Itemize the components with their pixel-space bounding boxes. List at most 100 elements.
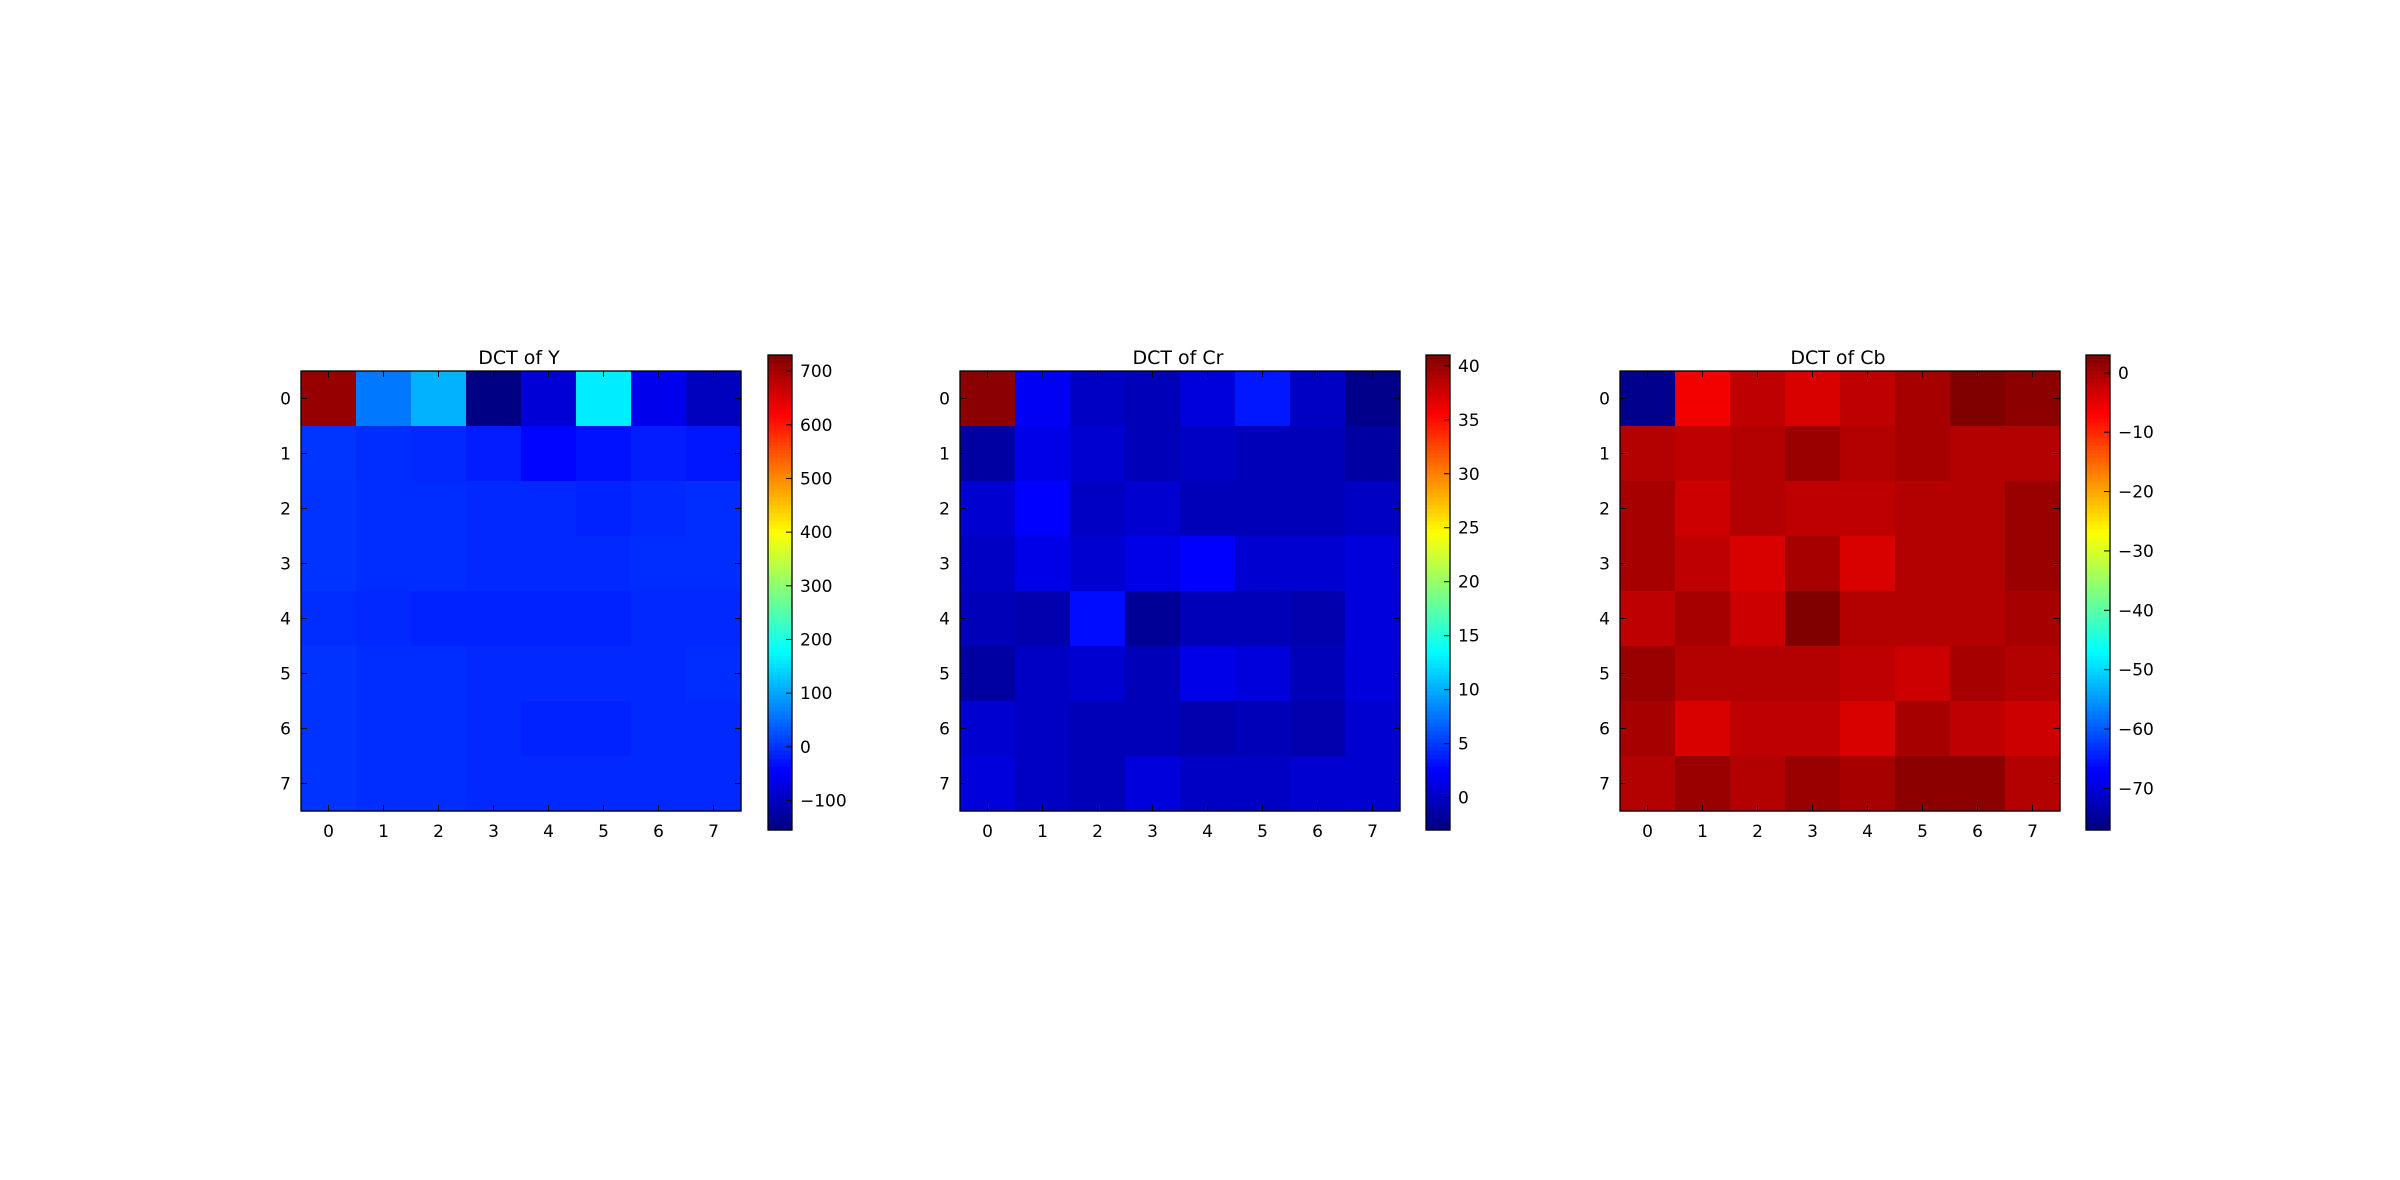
colorbar-segment — [1426, 588, 1450, 594]
colorbar-segment — [1426, 580, 1450, 586]
colorbar-segment — [1426, 473, 1450, 479]
heatmap-cell — [631, 371, 687, 427]
heatmap-frame — [1619, 370, 2061, 812]
heatmap-cell — [1070, 701, 1126, 757]
heatmap-cell — [1125, 591, 1181, 647]
y-tick-label: 0 — [939, 390, 950, 410]
colorbar-segment — [2086, 659, 2110, 665]
colorbar-segment — [768, 521, 792, 526]
colorbar-segment — [2086, 576, 2110, 582]
colorbar-segment — [768, 719, 792, 724]
x-tick-label: 2 — [433, 822, 444, 842]
colorbar-segment — [768, 537, 792, 542]
colorbar-segment — [2086, 628, 2110, 633]
colorbar-segment — [1426, 489, 1450, 495]
colorbar-segment — [2086, 742, 2110, 748]
heatmap-cell — [1125, 536, 1181, 592]
colorbar-tick-label: 500 — [800, 469, 832, 489]
colorbar-segment — [768, 731, 792, 736]
colorbar-segment — [1426, 719, 1450, 724]
heatmap-cell — [1675, 756, 1731, 812]
colorbar-segment — [768, 493, 792, 499]
x-tick-label: 0 — [982, 822, 993, 842]
heatmap-cell — [576, 591, 632, 647]
y-tick-label: 7 — [280, 775, 291, 795]
colorbar-segment — [2086, 541, 2110, 546]
colorbar-segment — [2086, 489, 2110, 495]
heatmap-cell — [1235, 756, 1291, 812]
heatmap-cell — [2005, 646, 2061, 702]
y-tick-label: 6 — [1599, 720, 1610, 740]
colorbar-segment — [768, 675, 792, 681]
colorbar-segment — [768, 525, 792, 530]
colorbar-segment — [2086, 643, 2110, 649]
colorbar-segment — [1426, 576, 1450, 582]
colorbar-segment — [1426, 798, 1450, 803]
heatmap-cell — [1125, 701, 1181, 757]
colorbar-segment — [1426, 786, 1450, 792]
heatmap-cell — [1345, 481, 1401, 537]
colorbar-segment — [2086, 612, 2110, 617]
colorbar-segment — [2086, 735, 2110, 740]
colorbar-segment — [1426, 640, 1450, 645]
colorbar-segment — [1426, 822, 1450, 827]
heatmap-cell — [466, 591, 522, 647]
colorbar-segment — [2086, 655, 2110, 661]
heatmap-cell — [1840, 646, 1896, 702]
colorbar-segment — [2086, 386, 2110, 392]
y-axis-ticks: 0 1 2 3 4 5 6 7 — [1599, 390, 2060, 795]
y-tick-label: 0 — [1599, 390, 1610, 410]
heatmap-cell — [1785, 756, 1841, 812]
colorbar-segment — [768, 592, 792, 598]
heatmap-cell — [1015, 701, 1071, 757]
colorbar-segment — [768, 762, 792, 768]
colorbar-segment — [1426, 596, 1450, 602]
heatmap-cell — [411, 536, 467, 592]
heatmap-cell — [1840, 371, 1896, 427]
heatmap-cell — [1895, 371, 1951, 427]
x-tick-label: 3 — [1807, 822, 1818, 842]
heatmap-cell — [1015, 591, 1071, 647]
colorbar-segment — [1426, 754, 1450, 760]
y-tick-label: 1 — [939, 445, 950, 465]
x-tick-label: 7 — [708, 822, 719, 842]
colorbar-tick-label: 0 — [2118, 364, 2129, 384]
colorbar-segment — [768, 485, 792, 491]
colorbar-tick-label: −40 — [2118, 601, 2154, 621]
colorbar-segment — [2086, 647, 2110, 653]
heatmap-cell — [631, 646, 687, 702]
heatmap-cell — [1785, 591, 1841, 647]
colorbar-segment — [1426, 370, 1450, 376]
colorbar-segment — [1426, 628, 1450, 633]
heatmap-cell — [1950, 426, 2006, 482]
colorbar-segment — [1426, 715, 1450, 720]
heatmap-cell — [1785, 701, 1841, 757]
colorbar-segment — [768, 422, 792, 427]
heatmap-cell — [1180, 371, 1236, 427]
heatmap-cell — [1895, 701, 1951, 757]
colorbar-segment — [768, 600, 792, 605]
colorbar-segment — [768, 461, 792, 467]
colorbar-segment — [768, 398, 792, 404]
colorbar-tick-label: 20 — [1458, 573, 1480, 593]
heatmap-cell — [1290, 646, 1346, 702]
x-tick-label: 2 — [1752, 822, 1763, 842]
heatmap-cell — [631, 591, 687, 647]
colorbar-segment — [1426, 556, 1450, 562]
colorbar-segment — [768, 647, 792, 653]
heatmap-cell — [411, 481, 467, 537]
colorbar-segment — [2086, 465, 2110, 471]
heatmap-cell — [466, 756, 522, 812]
colorbar-segment — [2086, 632, 2110, 637]
colorbar-segment — [768, 457, 792, 463]
x-tick-label: 6 — [653, 822, 664, 842]
colorbar-segment — [768, 723, 792, 728]
colorbar-segment — [768, 576, 792, 582]
y-tick-label: 4 — [939, 610, 950, 630]
colorbar: −70 −60 −50 −40 −30 −20 −10 0 — [2085, 354, 2154, 831]
colorbar-segment — [1426, 394, 1450, 400]
colorbar-segment — [2086, 398, 2110, 404]
colorbar-segment — [768, 394, 792, 400]
heatmap-cell — [1620, 756, 1676, 812]
x-tick-label: 7 — [2027, 822, 2038, 842]
